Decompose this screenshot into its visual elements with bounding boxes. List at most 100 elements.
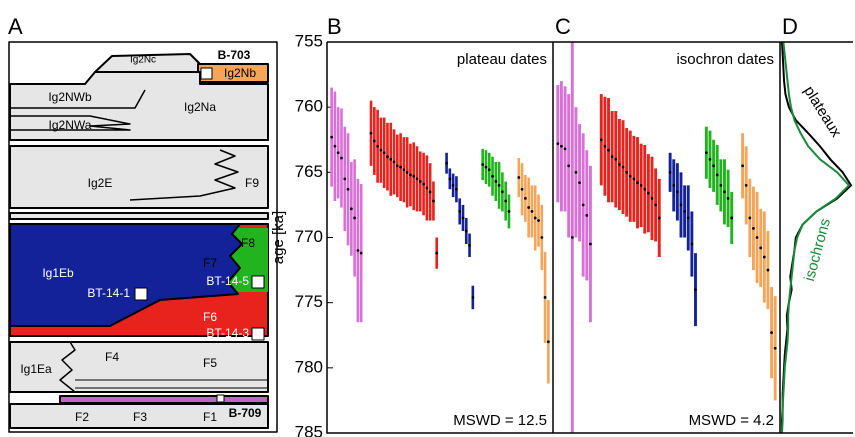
unit-label: F4	[105, 350, 119, 364]
point	[719, 183, 723, 187]
y-tick-label: 770	[295, 227, 323, 246]
point	[752, 226, 755, 230]
unit-label: F1	[203, 410, 217, 424]
point	[690, 242, 694, 246]
point	[546, 340, 550, 344]
point	[487, 168, 491, 172]
point	[395, 164, 399, 168]
point	[356, 249, 360, 252]
point	[744, 183, 748, 187]
sample-label: B-709	[229, 406, 262, 420]
point	[425, 186, 429, 190]
contact	[59, 341, 76, 393]
point	[610, 155, 614, 159]
point	[533, 216, 537, 220]
sample	[216, 394, 225, 403]
sample	[134, 287, 148, 301]
density-line	[781, 41, 851, 434]
point	[581, 203, 585, 207]
point	[639, 183, 643, 187]
point	[556, 142, 560, 146]
point	[448, 177, 452, 181]
point	[330, 135, 334, 139]
point	[343, 177, 347, 181]
point	[432, 199, 435, 203]
point	[359, 251, 363, 255]
point	[625, 170, 629, 174]
point	[563, 147, 567, 151]
point	[726, 197, 730, 200]
point	[461, 216, 465, 220]
contact	[10, 89, 146, 131]
unit	[9, 223, 243, 327]
point	[464, 229, 468, 233]
point	[599, 138, 603, 142]
point	[520, 187, 524, 191]
point	[628, 174, 632, 178]
unit-label: Ig2NWa	[49, 118, 92, 132]
point	[657, 216, 661, 220]
point	[614, 157, 618, 161]
point	[589, 242, 592, 246]
point	[759, 246, 763, 250]
unit-label: Ig2Na	[184, 100, 216, 114]
point	[650, 197, 654, 200]
point	[537, 219, 540, 222]
point	[540, 236, 544, 239]
point	[646, 191, 650, 195]
point	[497, 183, 501, 187]
point	[369, 131, 373, 135]
point	[762, 255, 766, 259]
unit-label: F5	[203, 356, 217, 370]
unit-label: Ig2Nc	[130, 55, 156, 66]
unit-label: Ig2E	[88, 176, 113, 190]
point	[632, 177, 636, 181]
point	[386, 155, 389, 159]
point	[567, 164, 571, 168]
point	[399, 165, 402, 169]
sample	[251, 327, 265, 341]
point	[468, 243, 471, 247]
point	[402, 168, 406, 172]
point	[585, 213, 589, 217]
point	[715, 173, 719, 177]
y-tick-label: 785	[295, 422, 323, 437]
point	[570, 236, 574, 239]
point	[712, 164, 715, 168]
point	[621, 165, 625, 169]
point	[504, 199, 508, 203]
point	[405, 170, 409, 174]
point	[418, 180, 422, 183]
point	[500, 190, 504, 194]
sample-label: BT-14-1	[87, 286, 130, 300]
panel-title: isochron dates	[676, 51, 774, 68]
point	[694, 288, 697, 292]
point	[507, 210, 511, 213]
point	[455, 187, 458, 191]
point	[770, 331, 773, 335]
y-axis-label: age [ka]	[270, 211, 287, 264]
point	[679, 203, 683, 207]
point	[523, 197, 527, 200]
annotation: MSWD = 12.5	[453, 412, 547, 429]
point	[346, 187, 350, 191]
point	[415, 177, 419, 181]
point	[603, 144, 607, 148]
point	[340, 156, 343, 160]
point	[451, 183, 455, 187]
point	[704, 151, 708, 155]
point	[686, 216, 690, 220]
unit-label: F2	[75, 410, 89, 424]
sample-label: BT-14-5	[206, 274, 249, 288]
point	[336, 151, 340, 155]
point	[636, 181, 639, 185]
sample	[200, 67, 213, 80]
point	[748, 216, 752, 220]
panel-title: plateau dates	[457, 51, 547, 68]
unit-label: Ig1Eb	[42, 266, 74, 280]
unit	[9, 212, 269, 220]
unit-label: Ig2Nb	[224, 66, 256, 80]
point	[382, 151, 386, 155]
annotation: MSWD = 4.2	[689, 412, 774, 429]
panel-letter: B	[327, 14, 342, 39]
